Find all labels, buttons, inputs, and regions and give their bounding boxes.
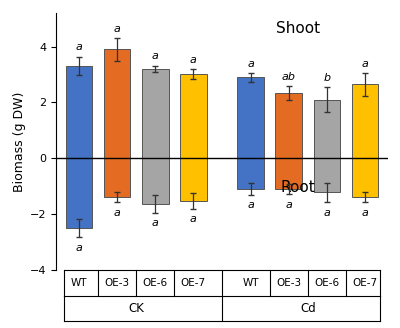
- Text: a: a: [285, 200, 292, 210]
- Text: OE-7: OE-7: [352, 278, 378, 288]
- Text: a: a: [114, 208, 120, 218]
- Text: a: a: [324, 208, 330, 218]
- Text: Cd: Cd: [300, 302, 316, 315]
- Bar: [66, 66, 92, 158]
- Bar: [314, 158, 340, 193]
- Text: ab: ab: [282, 72, 296, 82]
- Bar: [314, 100, 340, 158]
- Text: OE-6: OE-6: [314, 278, 340, 288]
- Bar: [352, 158, 378, 197]
- Bar: [237, 158, 264, 189]
- Text: a: a: [76, 43, 82, 52]
- Bar: [142, 158, 168, 204]
- Bar: [142, 69, 168, 158]
- Text: a: a: [362, 59, 368, 69]
- Text: a: a: [190, 214, 197, 224]
- Text: a: a: [152, 51, 159, 61]
- Text: OE-3: OE-3: [104, 278, 130, 288]
- Bar: [180, 74, 207, 158]
- Text: OE-3: OE-3: [276, 278, 301, 288]
- Text: OE-7: OE-7: [181, 278, 206, 288]
- Bar: [276, 158, 302, 189]
- Text: a: a: [76, 243, 82, 253]
- Text: a: a: [247, 59, 254, 69]
- Text: WT: WT: [242, 278, 259, 288]
- Y-axis label: Biomass (g DW): Biomass (g DW): [13, 92, 26, 192]
- Text: OE-6: OE-6: [143, 278, 168, 288]
- Text: Shoot: Shoot: [276, 21, 320, 36]
- Text: CK: CK: [128, 302, 144, 315]
- Text: b: b: [323, 73, 330, 83]
- Text: a: a: [152, 218, 159, 228]
- Bar: [104, 158, 130, 197]
- Bar: [276, 93, 302, 158]
- Bar: [352, 84, 378, 158]
- Bar: [237, 77, 264, 158]
- Text: a: a: [362, 208, 368, 218]
- Bar: [66, 158, 92, 228]
- Text: WT: WT: [71, 278, 87, 288]
- Text: Root: Root: [281, 180, 316, 195]
- Text: a: a: [190, 54, 197, 65]
- Bar: [104, 50, 130, 158]
- Text: a: a: [114, 24, 120, 34]
- Bar: [180, 158, 207, 201]
- Text: a: a: [247, 200, 254, 210]
